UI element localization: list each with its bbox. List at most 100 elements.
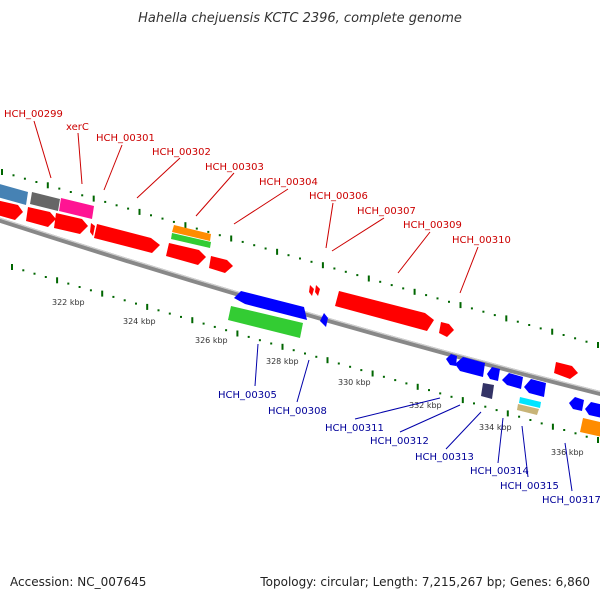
minor-tick xyxy=(450,395,453,398)
minor-tick xyxy=(44,276,47,278)
label-hch-00299[interactable]: HCH_00299 xyxy=(4,109,63,120)
label-hch-00314[interactable]: HCH_00314 xyxy=(470,466,529,477)
gene-red-b[interactable] xyxy=(26,207,56,227)
gene-hch-00303-green[interactable] xyxy=(171,233,211,248)
ruler-label: 334 kbp xyxy=(479,423,512,432)
minor-tick xyxy=(81,194,84,197)
minor-tick xyxy=(135,302,137,305)
major-tick xyxy=(551,328,554,335)
gene-hch-00314-slate[interactable] xyxy=(481,383,494,399)
major-tick xyxy=(461,397,464,404)
gene-hch-00309[interactable] xyxy=(439,322,454,337)
minor-tick xyxy=(529,419,532,421)
gene-hch-00306-a[interactable] xyxy=(309,285,314,296)
gene-hch-00317[interactable] xyxy=(569,397,584,411)
minor-tick xyxy=(35,181,38,183)
minor-tick xyxy=(405,382,408,385)
minor-tick xyxy=(563,429,566,431)
minor-tick xyxy=(482,310,485,313)
label-hch-00302[interactable]: HCH_00302 xyxy=(152,147,211,158)
label-hch-00312[interactable]: HCH_00312 xyxy=(370,436,429,447)
major-tick xyxy=(276,248,279,255)
label-hch-00315[interactable]: HCH_00315 xyxy=(500,481,559,492)
gene-hch-00310[interactable] xyxy=(554,362,578,379)
label-hch-00309[interactable]: HCH_00309 xyxy=(403,220,462,231)
minor-tick xyxy=(292,349,295,352)
major-tick xyxy=(236,330,239,337)
major-tick xyxy=(416,383,419,390)
label-hch-00317[interactable]: HCH_00317 xyxy=(542,495,600,506)
minor-tick xyxy=(270,342,273,345)
forward-labels: HCH_00299 xerC HCH_00301 HCH_00302 HCH_0… xyxy=(4,109,511,246)
minor-tick xyxy=(495,409,498,412)
gene-hch-00305-green[interactable] xyxy=(228,306,303,338)
minor-tick xyxy=(112,295,115,298)
forward-strand-genes xyxy=(0,183,578,379)
gene-hch-00315-tan[interactable] xyxy=(517,404,539,415)
label-hch-00301[interactable]: HCH_00301 xyxy=(96,133,155,144)
gene-hch-00315[interactable] xyxy=(524,379,546,397)
minor-tick xyxy=(356,274,359,277)
gene-hch-00317b[interactable] xyxy=(585,402,600,418)
gene-hch-00304b[interactable] xyxy=(209,256,233,273)
minor-tick xyxy=(195,227,198,230)
minor-tick xyxy=(349,365,352,368)
gene-xerc[interactable] xyxy=(30,192,60,211)
gene-hch-00315-cyan[interactable] xyxy=(519,397,541,408)
label-xerc[interactable]: xerC xyxy=(66,122,89,133)
label-hch-00303[interactable]: HCH_00303 xyxy=(205,162,264,173)
gene-red-small[interactable] xyxy=(90,223,95,236)
minor-tick xyxy=(168,312,171,315)
major-tick xyxy=(367,275,370,282)
minor-tick xyxy=(516,320,519,323)
gene-hch-00305[interactable] xyxy=(234,291,307,320)
label-hch-00304[interactable]: HCH_00304 xyxy=(259,177,318,188)
minor-tick xyxy=(127,207,130,210)
label-hch-00310[interactable]: HCH_00310 xyxy=(452,235,511,246)
gene-hch-00299[interactable] xyxy=(0,183,28,205)
gene-red-a[interactable] xyxy=(0,200,23,220)
minor-tick xyxy=(89,289,92,292)
minor-tick xyxy=(493,314,496,317)
minor-tick xyxy=(58,187,61,190)
label-hch-00313[interactable]: HCH_00313 xyxy=(415,452,474,463)
gene-hch-00306-b[interactable] xyxy=(315,285,320,296)
gene-hch-00304[interactable] xyxy=(166,243,206,265)
gene-hch-00311[interactable] xyxy=(446,354,457,366)
major-tick xyxy=(281,343,284,350)
minor-tick xyxy=(180,315,182,318)
gene-hch-00301[interactable] xyxy=(59,198,94,219)
forward-tick-track xyxy=(1,169,599,348)
reverse-leader-lines xyxy=(254,343,573,492)
label-hch-00307[interactable]: HCH_00307 xyxy=(357,206,416,217)
ruler-label: 324 kbp xyxy=(123,317,156,326)
label-hch-00306[interactable]: HCH_00306 xyxy=(309,191,368,202)
ruler-label: 330 kbp xyxy=(338,378,371,387)
minor-tick xyxy=(382,375,385,378)
gene-hch-00317-orange[interactable] xyxy=(580,418,600,437)
map-title: Hahella chejuensis KCTC 2396, complete g… xyxy=(138,11,462,26)
gene-red-c[interactable] xyxy=(54,213,88,234)
minor-tick xyxy=(78,286,81,288)
minor-tick xyxy=(574,432,577,435)
gene-hch-00312[interactable] xyxy=(455,357,485,377)
minor-tick xyxy=(304,352,306,355)
gene-hch-00314[interactable] xyxy=(502,373,523,389)
minor-tick xyxy=(123,299,126,302)
gene-hch-00303-orange[interactable] xyxy=(172,225,211,241)
major-tick xyxy=(191,317,194,324)
gene-hch-00307[interactable] xyxy=(335,291,434,331)
minor-tick xyxy=(333,267,336,270)
minor-tick xyxy=(161,217,164,220)
minor-tick xyxy=(12,174,15,177)
label-hch-00305[interactable]: HCH_00305 xyxy=(218,390,277,401)
label-hch-00308[interactable]: HCH_00308 xyxy=(268,406,327,417)
gene-hch-00308[interactable] xyxy=(320,313,328,327)
gene-hch-00302[interactable] xyxy=(94,224,160,253)
gene-hch-00313[interactable] xyxy=(487,367,500,381)
minor-tick xyxy=(473,402,475,405)
major-tick xyxy=(551,423,554,430)
minor-tick xyxy=(539,327,542,330)
label-hch-00311[interactable]: HCH_00311 xyxy=(325,423,384,434)
minor-tick xyxy=(390,284,393,287)
